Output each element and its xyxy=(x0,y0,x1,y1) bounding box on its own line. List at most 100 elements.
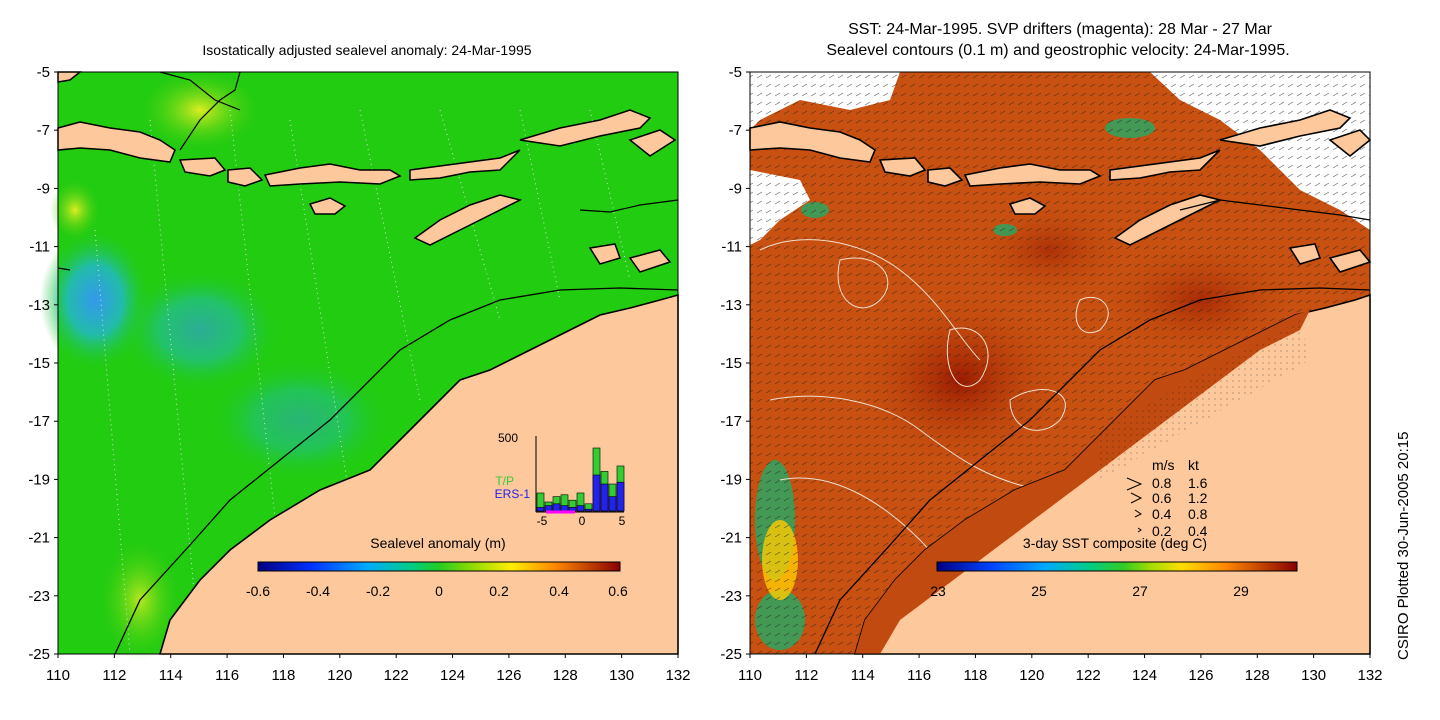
sst-tick-2: 25 xyxy=(1031,583,1047,599)
velocity-legend-kt-3: 0.8 xyxy=(1188,506,1208,522)
sealevel-tick-4: 0 xyxy=(435,583,443,599)
right-xtick-label: 116 xyxy=(907,667,931,684)
right-ytick-label: -9 xyxy=(729,180,742,197)
left-negative-anomaly-2 xyxy=(120,270,280,390)
velocity-legend-kt-2: 1.2 xyxy=(1188,490,1208,506)
right-xtick-label: 120 xyxy=(1019,667,1044,684)
sealevel-colorbar-gradient xyxy=(257,561,621,572)
left-xtick-label: 120 xyxy=(327,667,352,684)
histogram-legend-tp: T/P xyxy=(495,474,514,488)
left-y-axis-ticks: -5 -7 -9 -11 -13 -15 -17 -19 -21 -23 -25 xyxy=(28,64,58,663)
velocity-legend-kt-1: 1.6 xyxy=(1188,475,1208,491)
left-indonesian-islands xyxy=(57,71,677,273)
left-xtick-label: 110 xyxy=(46,667,70,684)
sealevel-tick-1: -0.6 xyxy=(246,583,270,599)
left-ytick-label: -25 xyxy=(28,646,50,663)
left-ytick-label: -13 xyxy=(28,297,50,314)
sst-colorbar-label: 3-day SST composite (deg C) xyxy=(1023,535,1207,551)
right-ytick-label: -13 xyxy=(720,297,742,314)
left-ytick-label: -5 xyxy=(37,64,50,81)
sealevel-tick-6: 0.4 xyxy=(549,583,569,599)
side-credit-text: CSIRO Plotted 30-Jun-2005 20:15 xyxy=(1395,432,1412,660)
right-xtick-label: 118 xyxy=(963,667,987,684)
sealevel-tick-3: -0.2 xyxy=(366,583,390,599)
velocity-legend-kt-4: 0.4 xyxy=(1188,523,1208,539)
left-xtick-label: 112 xyxy=(102,667,126,684)
left-xtick-label: 126 xyxy=(496,667,521,684)
left-shelf-contour xyxy=(579,199,679,213)
right-xtick-label: 128 xyxy=(1245,667,1270,684)
histogram-bar-ers xyxy=(552,503,561,512)
right-ytick-label: -21 xyxy=(720,530,742,547)
left-satellite-tracks xyxy=(94,109,631,655)
histogram-bar-ers xyxy=(544,505,553,512)
left-ytick-label: -19 xyxy=(28,471,50,488)
left-xtick-label: 124 xyxy=(440,667,465,684)
right-ytick-label: -25 xyxy=(720,646,742,663)
histogram-xtick-5: 5 xyxy=(619,514,626,528)
left-x-axis-ticks: 110 112 114 116 118 120 122 124 126 128 130 132 xyxy=(46,654,691,684)
left-bathymetry-contour xyxy=(114,287,679,655)
right-shelf-drifter-dots xyxy=(1100,320,1310,480)
left-contour-line xyxy=(57,71,241,271)
velocity-legend-ms-header: m/s xyxy=(1152,457,1175,473)
left-ytick-label: -15 xyxy=(28,355,50,372)
right-xtick-label: 124 xyxy=(1132,667,1157,684)
right-shelf-contour xyxy=(1179,199,1371,221)
left-negative-anomaly-3 xyxy=(210,360,390,480)
histogram-bar-ers xyxy=(600,483,609,512)
right-xtick-label: 114 xyxy=(851,667,875,684)
right-ytick-label: -5 xyxy=(729,64,742,81)
sealevel-colorbar-label: Sealevel anomaly (m) xyxy=(370,535,505,551)
left-xtick-label: 132 xyxy=(665,667,690,684)
velocity-arrow-0-6 xyxy=(1130,492,1143,504)
sealevel-colorbar: Sealevel anomaly (m) -0.6 -0.4 -0.2 0 0.… xyxy=(246,535,628,599)
sealevel-tick-2: -0.4 xyxy=(306,583,330,599)
histogram-bar-ers xyxy=(560,505,569,512)
sst-colorbar: 3-day SST composite (deg C) 23 25 27 29 xyxy=(930,535,1298,599)
velocity-arrow-0-4 xyxy=(1134,509,1142,518)
histogram-bars xyxy=(536,447,625,512)
histogram-xtick-neg5: -5 xyxy=(537,514,548,528)
histogram-bar-ers xyxy=(608,496,617,512)
left-ytick-label: -7 xyxy=(37,122,50,139)
left-ytick-label: -21 xyxy=(28,530,50,547)
velocity-legend: m/s kt 0.8 1.6 0.6 1.2 0.4 0.8 0.2 0.4 xyxy=(1126,457,1208,539)
histogram-bar-ers xyxy=(616,481,625,512)
right-xtick-label: 110 xyxy=(738,667,762,684)
histogram-xtick-0: 0 xyxy=(579,514,586,528)
velocity-legend-ms-1: 0.8 xyxy=(1152,475,1172,491)
velocity-legend-ms-2: 0.6 xyxy=(1152,490,1172,506)
right-bathymetry-contour xyxy=(814,287,1371,655)
right-xtick-label: 130 xyxy=(1301,667,1326,684)
sealevel-tick-5: 0.2 xyxy=(489,583,509,599)
right-xtick-label: 132 xyxy=(1357,667,1382,684)
histogram-bar-ers xyxy=(592,474,601,512)
left-panel-title: Isostatically adjusted sealevel anomaly:… xyxy=(202,42,531,58)
velocity-arrow-0-8 xyxy=(1126,477,1143,491)
right-panel-title-line1: SST: 24-Mar-1995. SVP drifters (magenta)… xyxy=(848,21,1273,38)
left-ytick-label: -9 xyxy=(37,180,50,197)
left-xtick-label: 128 xyxy=(553,667,578,684)
left-xtick-label: 122 xyxy=(384,667,409,684)
right-ytick-label: -17 xyxy=(720,413,742,430)
right-map-panel: SST: 24-Mar-1995. SVP drifters (magenta)… xyxy=(720,21,1382,684)
histogram-bar-ers xyxy=(536,507,545,512)
right-ytick-label: -23 xyxy=(720,588,742,605)
histogram-bar-ers xyxy=(584,508,593,512)
left-xtick-label: 116 xyxy=(215,667,239,684)
velocity-arrow-0-2 xyxy=(1137,527,1142,533)
histogram-legend-ers: ERS-1 xyxy=(495,487,531,501)
velocity-legend-ms-3: 0.4 xyxy=(1152,506,1172,522)
velocity-legend-kt-header: kt xyxy=(1188,457,1199,473)
velocity-legend-ms-4: 0.2 xyxy=(1152,523,1172,539)
sst-tick-1: 23 xyxy=(930,583,946,599)
right-indonesian-islands xyxy=(749,109,1372,273)
sst-tick-4: 29 xyxy=(1233,583,1249,599)
histogram-bar-ers xyxy=(568,507,577,512)
right-panel-title-line2: Sealevel contours (0.1 m) and geostrophi… xyxy=(826,42,1289,59)
right-xtick-label: 112 xyxy=(794,667,818,684)
left-xtick-label: 130 xyxy=(609,667,634,684)
left-positive-anomaly-2 xyxy=(50,180,100,240)
